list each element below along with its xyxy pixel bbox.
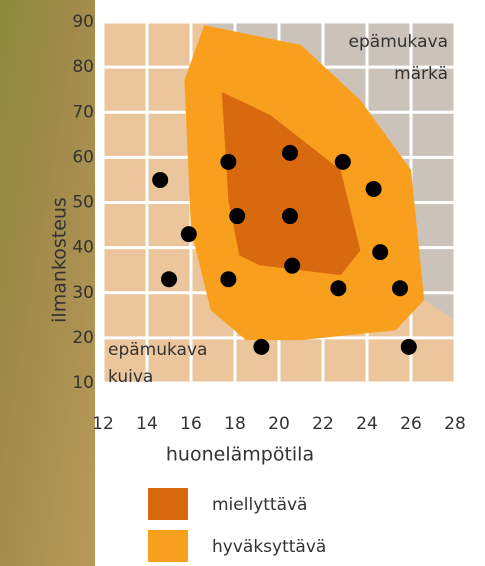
x-tick-label: 28 — [444, 414, 466, 434]
y-axis-title: ilmankosteus — [49, 197, 71, 323]
y-tick-label: 30 — [72, 283, 94, 303]
x-tick-label: 18 — [224, 414, 246, 434]
y-tick-label: 20 — [72, 328, 94, 348]
data-point — [372, 244, 388, 260]
y-tick-label: 10 — [72, 373, 94, 393]
data-point — [282, 145, 298, 161]
x-tick-label: 14 — [136, 414, 158, 434]
y-tick-label: 60 — [72, 147, 94, 167]
y-tick-label: 80 — [72, 57, 94, 77]
x-axis-title: huonelämpötila — [166, 444, 314, 466]
data-point — [335, 154, 351, 170]
x-tick-label: 24 — [356, 414, 378, 434]
legend-label: hyväksyttävä — [212, 537, 326, 557]
y-tick-label: 70 — [72, 102, 94, 122]
x-tick-label: 20 — [268, 414, 290, 434]
annotation: epämukava — [349, 32, 448, 52]
x-tick-label: 16 — [180, 414, 202, 434]
y-tick-label: 50 — [72, 193, 94, 213]
annotation: kuiva — [108, 367, 153, 387]
data-point — [401, 339, 417, 355]
annotation: epämukava — [108, 340, 207, 360]
y-tick-label: 90 — [72, 12, 94, 32]
data-point — [366, 181, 382, 197]
data-point — [284, 258, 300, 274]
legend-swatch — [148, 530, 188, 562]
data-point — [161, 271, 177, 287]
y-tick-label: 40 — [72, 238, 94, 258]
chart: ilmankosteus huonelämpötila 12 14 16 18 20 22… — [0, 0, 485, 566]
data-point — [181, 226, 197, 242]
x-tick-label: 22 — [312, 414, 334, 434]
legend-label: miellyttävä — [212, 495, 307, 515]
legend-swatch — [148, 488, 188, 520]
data-point — [220, 154, 236, 170]
annotation: märkä — [394, 64, 448, 84]
data-point — [152, 172, 168, 188]
data-point — [392, 280, 408, 296]
data-point — [229, 208, 245, 224]
data-point — [282, 208, 298, 224]
x-tick-label: 26 — [400, 414, 422, 434]
data-point — [253, 339, 269, 355]
data-point — [330, 280, 346, 296]
x-tick-label: 12 — [92, 414, 114, 434]
data-point — [220, 271, 236, 287]
